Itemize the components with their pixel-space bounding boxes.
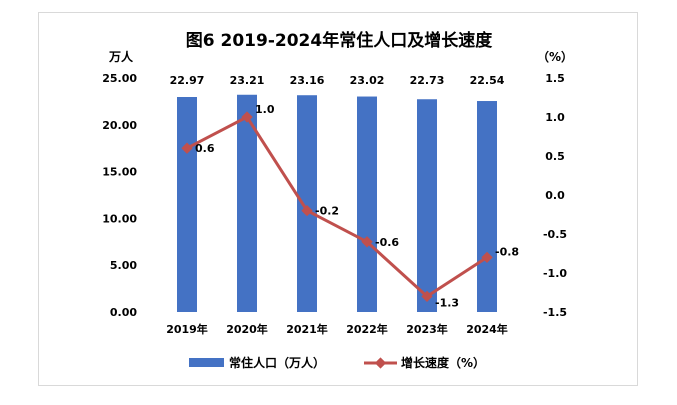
bar-value-label: 23.21 (230, 74, 265, 87)
bar-value-label: 22.97 (170, 74, 205, 87)
growth-marker (361, 236, 373, 248)
legend: 常住人口（万人） 增长速度（%） (189, 355, 485, 370)
right-axis-tick: -0.5 (543, 228, 567, 241)
left-axis-tick: 20.00 (102, 119, 137, 132)
legend-bar-label: 常住人口（万人） (229, 355, 325, 370)
population-bar (477, 101, 497, 312)
growth-value-label: -0.2 (315, 205, 339, 218)
chart-frame: 图6 2019-2024年常住人口及增长速度 万人 （%） 0.00 5.00 10… (38, 12, 638, 386)
left-axis-tick: 15.00 (102, 166, 137, 179)
right-axis-tick: 1.0 (545, 111, 565, 124)
growth-line (186, 115, 488, 298)
x-axis-tick: 2023年 (406, 322, 448, 336)
bar-value-label: 23.16 (290, 74, 325, 87)
chart-title: 图6 2019-2024年常住人口及增长速度 (186, 30, 493, 51)
legend-bar-swatch (189, 358, 224, 367)
growth-value-label: -0.8 (495, 245, 519, 258)
bar-value-label: 23.02 (350, 74, 385, 87)
right-axis-tick: -1.5 (543, 306, 567, 319)
legend-line-label: 增长速度（%） (401, 355, 485, 370)
population-bar (297, 95, 317, 312)
right-axis-tick: 0.5 (545, 150, 565, 163)
right-axis-tick: 0.0 (545, 189, 565, 202)
right-axis-unit: （%） (537, 49, 573, 64)
population-bar (237, 94, 257, 313)
bar-value-label: 22.73 (410, 74, 445, 87)
chart: 图6 2019-2024年常住人口及增长速度 万人 （%） 0.00 5.00 10… (102, 30, 573, 370)
growth-marker (181, 142, 193, 154)
population-bar (177, 97, 197, 313)
left-axis-tick: 10.00 (102, 212, 137, 225)
legend-line-marker (374, 357, 387, 369)
bar-value-label: 22.54 (470, 74, 505, 87)
right-axis-tick: -1.0 (543, 267, 567, 280)
x-axis-tick: 2024年 (466, 322, 508, 336)
growth-marker (481, 251, 493, 264)
growth-marker (421, 290, 433, 303)
population-bar (357, 96, 377, 312)
x-axis-tick: 2022年 (346, 322, 388, 336)
x-axis-tick: 2020年 (226, 322, 268, 336)
left-axis-unit: 万人 (108, 49, 134, 64)
left-axis-tick: 0.00 (110, 306, 137, 319)
growth-value-label: -1.3 (435, 296, 459, 309)
x-axis-tick: 2021年 (286, 322, 328, 336)
left-axis-tick: 25.00 (102, 72, 137, 85)
right-axis-tick: 1.5 (545, 72, 565, 85)
population-bar (417, 99, 437, 313)
growth-value-label: 1.0 (255, 103, 275, 116)
growth-value-label: 0.6 (195, 142, 215, 155)
growth-marker (301, 204, 313, 217)
growth-value-label: -0.6 (375, 236, 399, 249)
x-axis-tick: 2019年 (166, 322, 208, 336)
left-axis-tick: 5.00 (110, 259, 137, 272)
